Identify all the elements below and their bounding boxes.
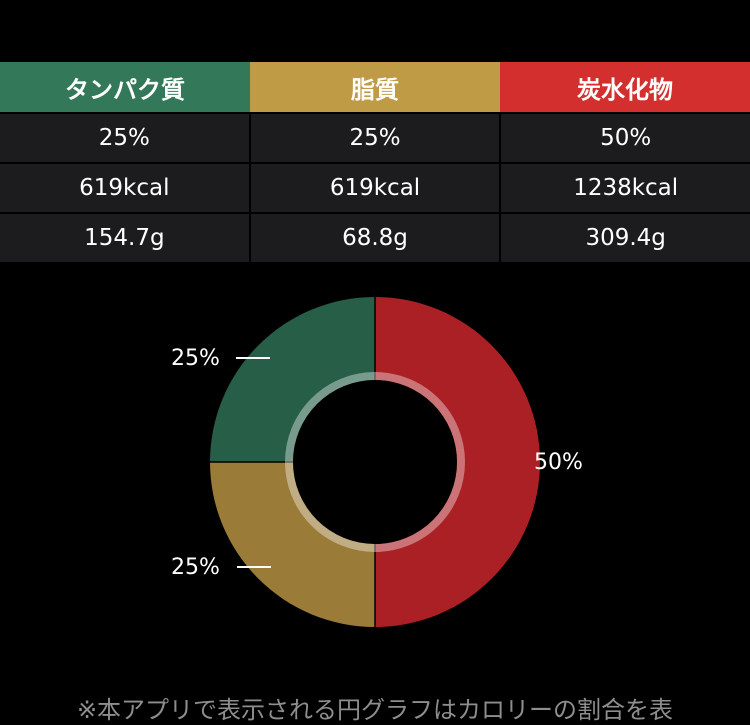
carbs-percent: 50% xyxy=(501,112,750,162)
inner-ring xyxy=(285,372,465,552)
chart-note: ※本アプリで表示される円グラフはカロリーの割合を表 xyxy=(76,696,674,724)
header-carbs: 炭水化物 xyxy=(500,62,750,112)
fat-kcal: 619kcal xyxy=(250,162,502,212)
fat-grams: 68.8g xyxy=(250,212,502,262)
table-row-grams: 154.7g 68.8g 309.4g xyxy=(0,212,750,262)
slice-carbs xyxy=(375,297,540,627)
leader-fat xyxy=(237,566,271,568)
donut-svg xyxy=(210,297,540,627)
table-header-row: タンパク質 脂質 炭水化物 xyxy=(0,62,750,112)
carbs-kcal: 1238kcal xyxy=(501,162,750,212)
nutrition-table: タンパク質 脂質 炭水化物 25% 25% 50% 619kcal 619kca… xyxy=(0,62,750,262)
donut-hole xyxy=(293,380,457,544)
table-row-percent: 25% 25% 50% xyxy=(0,112,750,162)
table-row-kcal: 619kcal 619kcal 1238kcal xyxy=(0,162,750,212)
calorie-donut-chart: 25% 25% 50% xyxy=(0,280,750,650)
label-fat: 25% xyxy=(171,555,220,580)
label-protein: 25% xyxy=(171,346,220,371)
protein-grams: 154.7g xyxy=(0,212,251,262)
header-fat: 脂質 xyxy=(250,62,500,112)
carbs-grams: 309.4g xyxy=(501,212,750,262)
header-protein: タンパク質 xyxy=(0,62,250,112)
label-carbs: 50% xyxy=(534,450,583,475)
protein-percent: 25% xyxy=(0,112,251,162)
fat-percent: 25% xyxy=(250,112,502,162)
leader-protein xyxy=(236,357,270,359)
protein-kcal: 619kcal xyxy=(0,162,251,212)
